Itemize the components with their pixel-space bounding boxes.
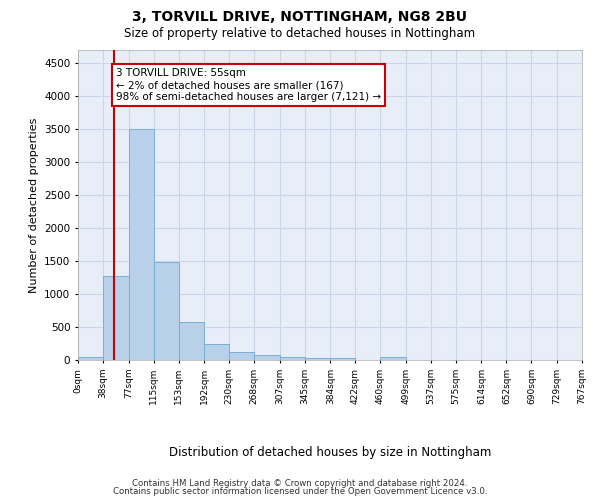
Bar: [280, 357, 305, 360]
Bar: [229, 352, 254, 360]
Bar: [154, 262, 179, 360]
Y-axis label: Number of detached properties: Number of detached properties: [29, 118, 38, 292]
Bar: [78, 356, 103, 360]
Bar: [331, 358, 355, 360]
Text: Size of property relative to detached houses in Nottingham: Size of property relative to detached ho…: [124, 28, 476, 40]
Text: Contains HM Land Registry data © Crown copyright and database right 2024.: Contains HM Land Registry data © Crown c…: [132, 478, 468, 488]
Bar: [305, 358, 331, 360]
Bar: [254, 354, 280, 360]
Bar: [103, 276, 128, 360]
X-axis label: Distribution of detached houses by size in Nottingham: Distribution of detached houses by size …: [169, 446, 491, 458]
Text: 3 TORVILL DRIVE: 55sqm
← 2% of detached houses are smaller (167)
98% of semi-det: 3 TORVILL DRIVE: 55sqm ← 2% of detached …: [116, 68, 381, 102]
Bar: [179, 322, 204, 360]
Bar: [128, 129, 154, 360]
Bar: [380, 356, 406, 360]
Bar: [204, 344, 229, 360]
Text: Contains public sector information licensed under the Open Government Licence v3: Contains public sector information licen…: [113, 487, 487, 496]
Text: 3, TORVILL DRIVE, NOTTINGHAM, NG8 2BU: 3, TORVILL DRIVE, NOTTINGHAM, NG8 2BU: [133, 10, 467, 24]
